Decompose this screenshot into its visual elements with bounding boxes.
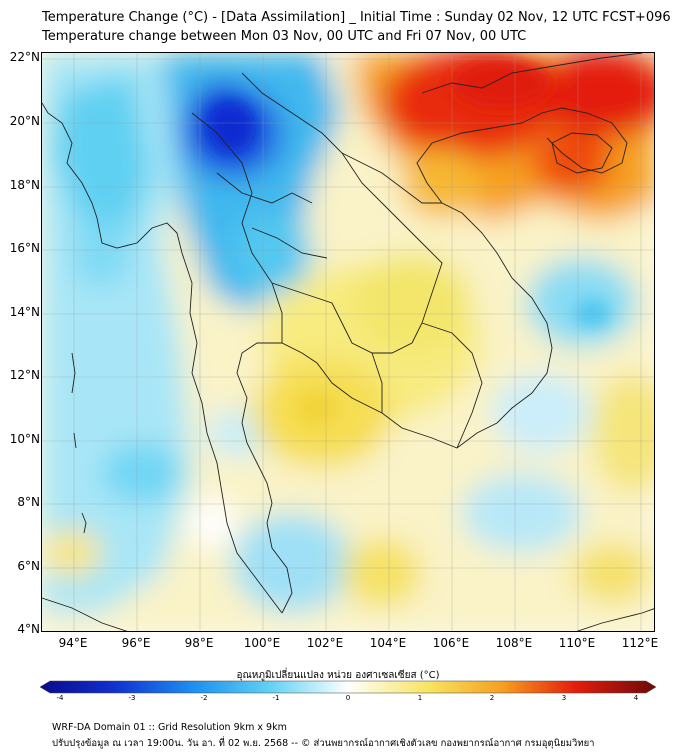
temperature-field-detail: [210, 58, 610, 426]
coastlines-borders: [42, 53, 654, 631]
footer-model-info: WRF-DA Domain 01 :: Grid Resolution 9km …: [52, 722, 287, 733]
colorbar-title: อุณหภูมิเปลี่ยนแปลง หน่วย องศาเซลเซียส (…: [236, 670, 440, 681]
colorbar-tick-label: 0: [345, 694, 351, 702]
footer-credits: ปรับปรุงข้อมูล ณ เวลา 19:00น. วัน อา. ที…: [52, 738, 595, 749]
colorbar: [40, 680, 656, 694]
lat-label: 6°N: [17, 559, 40, 573]
lat-label: 8°N: [17, 495, 40, 509]
lon-label: 110°E: [558, 636, 596, 650]
map-canvas: [42, 53, 654, 631]
colorbar-tick-label: -2: [200, 694, 208, 702]
colorbar-tick-label: -1: [272, 694, 280, 702]
lon-label: 108°E: [495, 636, 533, 650]
temperature-change-map: [41, 52, 655, 632]
colorbar-tick-label: 4: [633, 694, 639, 702]
colorbar-tick-label: 3: [561, 694, 567, 702]
lat-label: 16°N: [9, 241, 40, 255]
map-subtitle: Temperature change between Mon 03 Nov, 0…: [42, 29, 527, 44]
lat-label: 12°N: [9, 368, 40, 382]
colorbar-tick-label: 2: [489, 694, 495, 702]
lat-label: 22°N: [9, 50, 40, 64]
lat-label: 10°N: [9, 432, 40, 446]
lon-label: 98°E: [184, 636, 214, 650]
temperature-field: [42, 53, 654, 631]
lon-label: 100°E: [243, 636, 281, 650]
colorbar-tick-label: -4: [56, 694, 64, 702]
lat-label: 20°N: [9, 114, 40, 128]
lon-label: 112°E: [621, 636, 659, 650]
lon-label: 104°E: [369, 636, 407, 650]
colorbar-tick-label: 1: [417, 694, 423, 702]
map-title: Temperature Change (°C) - [Data Assimila…: [42, 10, 671, 25]
colorbar-tick-label: -3: [128, 694, 136, 702]
lon-label: 106°E: [432, 636, 470, 650]
lat-label: 14°N: [9, 305, 40, 319]
lon-label: 102°E: [306, 636, 344, 650]
lat-label: 4°N: [17, 622, 40, 636]
lon-label: 94°E: [58, 636, 88, 650]
lat-label: 18°N: [9, 178, 40, 192]
lon-label: 96°E: [121, 636, 151, 650]
